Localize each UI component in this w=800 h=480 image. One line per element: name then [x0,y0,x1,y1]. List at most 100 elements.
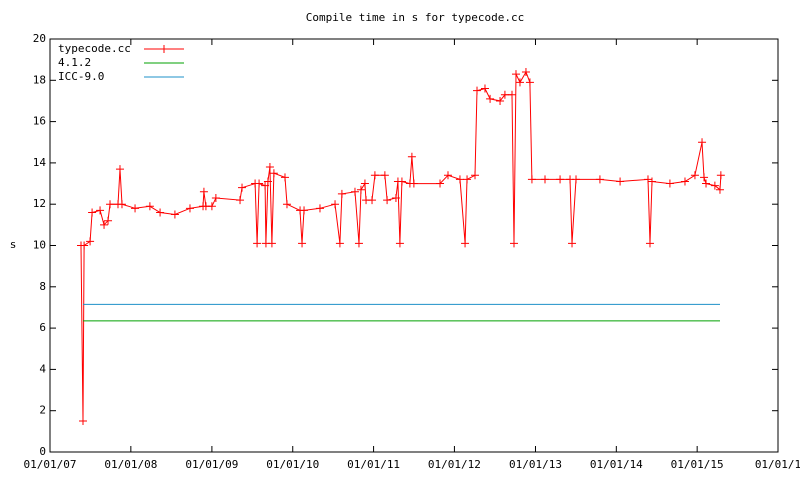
point-marker [463,175,472,184]
point-marker [360,179,369,188]
y-tick-label: 20 [33,32,46,45]
point-marker [117,200,126,209]
point-marker [131,204,140,213]
point-marker [473,86,482,95]
point-marker [80,241,89,250]
plot-frame [49,38,779,453]
point-marker [527,175,536,184]
point-marker [238,183,247,192]
point-marker [715,185,724,194]
y-tick-label: 10 [33,239,46,252]
point-marker [680,177,689,186]
y-tick-label: 2 [39,404,46,417]
y-tick-label: 16 [33,115,46,128]
y-axis-label: s [10,238,17,251]
point-marker [100,220,109,229]
point-marker [263,177,272,186]
point-marker [500,90,509,99]
point-marker [409,179,418,188]
y-tick-label: 12 [33,197,46,210]
point-marker [436,179,445,188]
point-marker [96,206,105,215]
point-marker [698,138,707,147]
x-tick-label: 01/01/08 [104,458,157,471]
point-marker [104,216,113,225]
legend-marker [160,45,168,53]
point-marker [280,173,289,182]
x-tick-label: 01/01/09 [185,458,238,471]
point-marker [380,171,389,180]
point-marker [255,179,264,188]
point-marker [486,94,495,103]
point-marker [253,239,262,248]
point-marker [461,239,470,248]
point-marker [397,177,406,186]
point-marker [395,239,404,248]
point-marker [480,84,489,93]
series-line [80,70,722,422]
point-marker [335,239,344,248]
y-tick-label: 18 [33,73,46,86]
point-marker [350,187,359,196]
y-tick-label: 14 [33,156,47,169]
point-marker [509,239,518,248]
point-marker [115,165,124,174]
point-marker [265,163,274,172]
point-marker [508,90,517,99]
x-tick-label: 01/01/15 [671,458,724,471]
x-tick-label: 01/01/07 [24,458,77,471]
point-marker [211,194,220,203]
point-marker [79,417,88,426]
point-marker [269,169,278,178]
x-tick-label: 01/01/10 [266,458,319,471]
point-marker [354,239,363,248]
point-marker [702,179,711,188]
point-marker [525,78,534,87]
point-marker [568,239,577,248]
point-marker [645,239,654,248]
point-marker [521,68,530,77]
point-marker [370,171,379,180]
point-marker [368,196,377,205]
y-tick-label: 6 [39,321,46,334]
point-marker [145,202,154,211]
point-marker [298,239,307,248]
point-marker [471,171,480,180]
point-marker [331,200,340,209]
point-marker [261,181,270,190]
x-tick-label: 01/01/11 [347,458,400,471]
y-tick-label: 8 [39,280,46,293]
x-tick-label: 01/01/13 [509,458,562,471]
point-marker [170,210,179,219]
point-marker [647,177,656,186]
point-marker [236,196,245,205]
point-marker [315,204,324,213]
point-marker [391,194,400,203]
x-tick-label: 01/01/1 [755,458,800,471]
point-marker [337,189,346,198]
point-marker [199,187,208,196]
chart-title: Compile time in s for typecode.cc [306,11,525,24]
point-marker [185,204,194,213]
x-tick-label: 01/01/14 [590,458,643,471]
point-marker [511,70,520,79]
point-marker [616,177,625,186]
point-marker [572,175,581,184]
point-marker [383,196,392,205]
x-tick-label: 01/01/12 [428,458,481,471]
point-marker [356,185,365,194]
point-marker [496,96,505,105]
point-marker [595,175,604,184]
point-marker [541,175,550,184]
point-marker [106,200,115,209]
point-marker [643,175,652,184]
point-marker [700,173,709,182]
legend-label: 4.1.2 [58,56,91,69]
point-marker [207,202,216,211]
point-marker [515,78,524,87]
point-marker [86,237,95,246]
point-marker [665,179,674,188]
point-marker [282,200,291,209]
point-marker [716,171,725,180]
